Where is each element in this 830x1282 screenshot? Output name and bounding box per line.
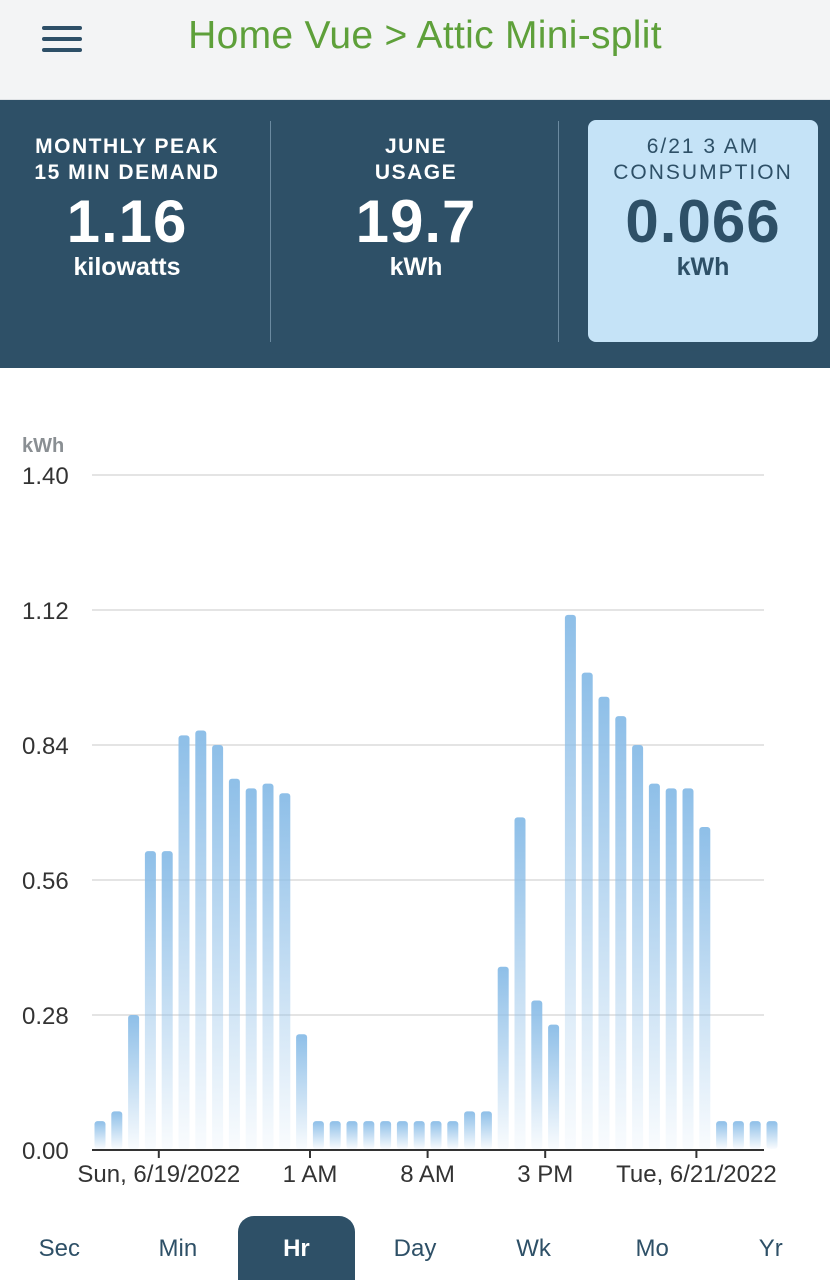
chart-bar[interactable] [178,735,190,1149]
chart-bar[interactable] [413,1121,425,1149]
chart-bar[interactable] [245,788,257,1149]
tab-day[interactable]: Day [393,1235,437,1262]
y-tick-label: 0.84 [22,733,69,760]
chart-bar[interactable] [632,745,644,1149]
stat-label: MONTHLY PEAK 15 MIN DEMAND [34,135,220,184]
chart-bar[interactable] [212,745,224,1149]
hamburger-menu-icon[interactable] [40,24,84,54]
y-tick-label: 0.56 [22,868,69,895]
chart-bar[interactable] [682,788,694,1149]
chart-bar[interactable] [531,1000,543,1149]
chart-bar[interactable] [161,851,173,1149]
x-tick-label: Tue, 6/21/2022 [616,1161,777,1188]
y-axis-label: kWh [22,435,64,457]
stat-value: 1.16 [66,188,188,255]
y-tick-label: 0.28 [22,1003,69,1030]
tab-mo[interactable]: Mo [635,1235,669,1262]
tab-min[interactable]: Min [158,1235,198,1262]
tab-wk[interactable]: Wk [516,1235,551,1262]
stat-value: 0.066 [625,188,781,255]
stat-unit: kWh [389,253,443,281]
chart-svg: kWh 1.40 1.12 0.84 0.56 0.28 0.00 Sun, 6/19/2… [22,435,778,1188]
stat-label: 6/21 3 AM CONSUMPTION [613,135,793,184]
y-tick-label: 1.12 [22,598,69,625]
chart-bar[interactable] [480,1111,492,1149]
stat-june-usage[interactable]: JUNE USAGE 19.7 kWh [286,120,546,342]
header-curve [0,345,830,365]
stat-selected-consumption[interactable]: 6/21 3 AM CONSUMPTION 0.066 kWh [588,120,818,342]
chart-bar[interactable] [296,1034,308,1149]
chart-bar[interactable] [380,1121,392,1149]
x-tick-label: Sun, 6/19/2022 [77,1161,240,1188]
divider [558,121,559,342]
chart-bar[interactable] [615,716,627,1149]
chart-bar[interactable] [716,1121,728,1149]
tab-yr[interactable]: Yr [758,1235,783,1262]
stat-monthly-peak[interactable]: MONTHLY PEAK 15 MIN DEMAND 1.16 kilowatts [0,120,254,342]
chart-bar[interactable] [648,783,660,1149]
x-tick-label: 8 AM [400,1161,455,1188]
y-tick-label: 1.40 [22,463,69,490]
chart-bar[interactable] [581,672,593,1149]
chart-bar[interactable] [312,1121,324,1149]
chart-bar[interactable] [228,778,240,1149]
chart-bar[interactable] [447,1121,459,1149]
stat-unit: kilowatts [73,253,181,281]
y-tick-label: 0.00 [22,1138,69,1165]
chart-bar[interactable] [514,817,526,1149]
stat-value: 19.7 [355,188,477,255]
chart-bar[interactable] [749,1121,761,1149]
chart-bar[interactable] [329,1121,341,1149]
chart-bar[interactable] [94,1121,106,1149]
chart-bar[interactable] [699,826,711,1149]
chart-bar[interactable] [598,696,610,1149]
stat-unit: kWh [676,253,730,281]
divider [270,121,271,342]
usage-chart[interactable]: kWh 1.40 1.12 0.84 0.56 0.28 0.00 Sun, 6/19/2… [0,420,830,1200]
tab-sec[interactable]: Sec [38,1235,80,1262]
chart-bar[interactable] [363,1121,375,1149]
chart-bar[interactable] [766,1121,778,1149]
chart-bar[interactable] [732,1121,744,1149]
chart-bar[interactable] [128,1015,140,1149]
chart-bar[interactable] [396,1121,408,1149]
chart-bar[interactable] [548,1024,560,1149]
x-tick-label: 3 PM [517,1161,573,1188]
tab-hr[interactable]: Hr [238,1216,355,1280]
chart-bar[interactable] [346,1121,358,1149]
chart-bar[interactable] [564,614,576,1149]
chart-bar[interactable] [665,788,677,1149]
chart-bar[interactable] [144,851,156,1149]
chart-bar[interactable] [262,783,274,1149]
chart-bar[interactable] [195,730,207,1149]
time-range-tabs: Sec Min Hr Day Wk Mo Yr [0,1216,830,1280]
stats-panel: MONTHLY PEAK 15 MIN DEMAND 1.16 kilowatts… [0,100,830,368]
x-tick-label: 1 AM [283,1161,338,1188]
top-bar: Home Vue > Attic Mini-split [0,0,830,100]
chart-bar[interactable] [111,1111,123,1149]
chart-bar[interactable] [430,1121,442,1149]
chart-bar[interactable] [279,793,291,1149]
chart-bar[interactable] [497,966,509,1149]
stat-label: JUNE USAGE [374,135,458,184]
page-title: Home Vue > Attic Mini-split [188,14,662,57]
chart-bar[interactable] [464,1111,476,1149]
